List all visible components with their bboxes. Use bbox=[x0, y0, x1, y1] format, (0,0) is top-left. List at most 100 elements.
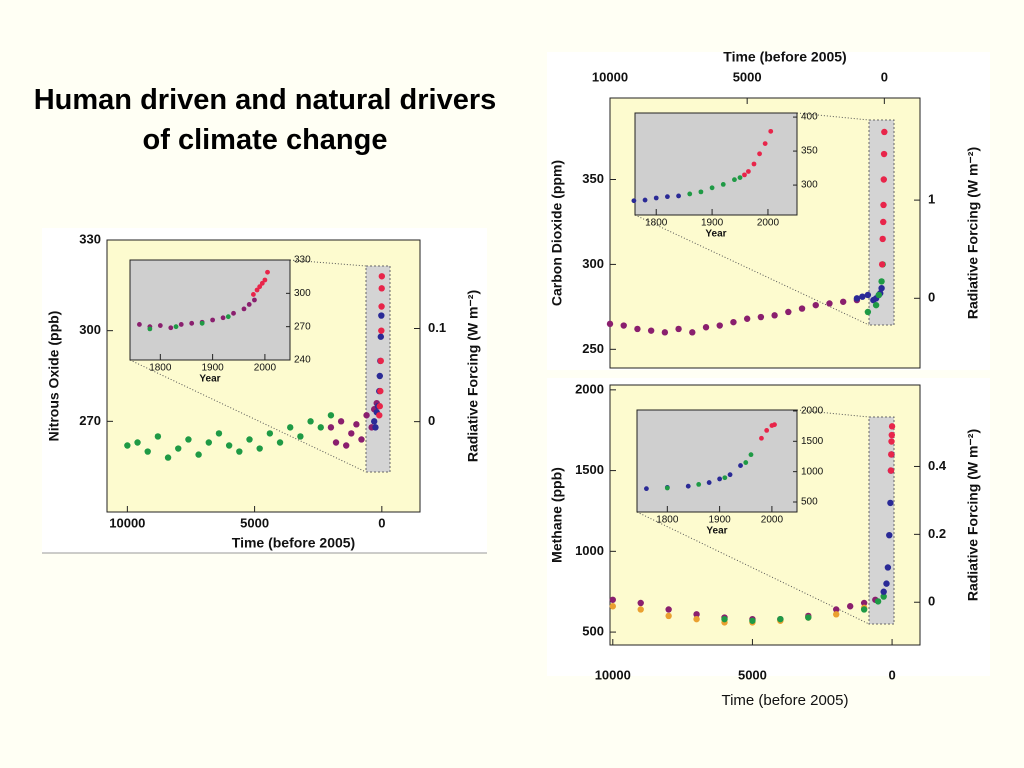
data-point bbox=[372, 424, 379, 431]
data-point bbox=[880, 593, 887, 600]
data-point bbox=[259, 280, 265, 286]
data-point bbox=[644, 486, 649, 492]
data-point bbox=[634, 325, 641, 333]
x-tick-label: 5000 bbox=[733, 69, 762, 84]
data-point bbox=[839, 298, 847, 305]
data-point bbox=[147, 326, 153, 332]
data-point bbox=[875, 291, 883, 299]
data-point bbox=[378, 273, 386, 280]
data-point bbox=[716, 322, 723, 329]
data-point bbox=[743, 460, 749, 465]
data-point bbox=[880, 150, 888, 158]
data-point bbox=[661, 329, 669, 336]
data-point bbox=[337, 418, 345, 425]
zoom-link bbox=[289, 259, 367, 267]
data-point bbox=[266, 430, 274, 437]
data-point bbox=[215, 430, 223, 437]
x-tick-label: 0 bbox=[378, 515, 385, 530]
y-tick-label: 1000 bbox=[801, 466, 824, 477]
data-point bbox=[199, 320, 205, 326]
y-tick-label: 1500 bbox=[575, 462, 604, 477]
data-point bbox=[144, 448, 151, 455]
x-tick-label: 10000 bbox=[109, 515, 145, 530]
y-tick-label: 300 bbox=[582, 256, 604, 271]
data-point bbox=[749, 617, 756, 624]
data-point bbox=[378, 285, 385, 292]
data-point bbox=[664, 485, 670, 491]
data-point bbox=[363, 412, 370, 419]
data-point bbox=[231, 310, 236, 316]
data-point bbox=[878, 278, 885, 285]
data-point bbox=[859, 293, 866, 300]
y-tick-label: 500 bbox=[582, 624, 604, 639]
data-point bbox=[805, 614, 812, 621]
data-point bbox=[720, 182, 726, 187]
data-point bbox=[157, 323, 163, 328]
data-point bbox=[225, 442, 233, 449]
y-axis-label: Methane (ppb) bbox=[549, 467, 565, 563]
y-tick-label: 350 bbox=[582, 171, 604, 186]
data-point bbox=[886, 531, 893, 539]
data-point bbox=[853, 295, 861, 302]
data-point bbox=[717, 476, 723, 482]
x-tick-label: 10000 bbox=[595, 667, 631, 682]
data-point bbox=[759, 435, 764, 441]
data-point bbox=[241, 306, 247, 312]
data-point bbox=[884, 564, 892, 571]
data-point bbox=[653, 195, 659, 201]
y2-axis-label: Radiative Forcing (W m⁻²) bbox=[465, 290, 481, 462]
data-point bbox=[743, 315, 751, 322]
data-point bbox=[887, 499, 894, 507]
data-point bbox=[748, 452, 754, 458]
x-tick-label: 1800 bbox=[149, 363, 172, 374]
data-point bbox=[879, 235, 886, 243]
y2-tick-label: 0 bbox=[928, 290, 935, 305]
data-point bbox=[173, 324, 179, 330]
x-tick-label: 2000 bbox=[757, 218, 780, 229]
x-tick-label: 2000 bbox=[761, 515, 784, 526]
y-tick-label: 2000 bbox=[801, 406, 824, 417]
data-point bbox=[358, 436, 365, 443]
data-point bbox=[833, 606, 840, 613]
data-point bbox=[205, 439, 212, 446]
data-point bbox=[250, 292, 256, 297]
data-point bbox=[164, 454, 172, 461]
data-point bbox=[696, 481, 702, 487]
data-point bbox=[262, 277, 268, 283]
y2-axis-label: Radiative Forcing (W m⁻²) bbox=[965, 429, 981, 601]
data-point bbox=[777, 615, 784, 623]
data-point bbox=[297, 433, 304, 440]
data-point bbox=[377, 357, 385, 365]
data-point bbox=[675, 325, 682, 333]
y2-tick-label: 0.4 bbox=[928, 458, 947, 473]
data-point bbox=[665, 606, 672, 613]
data-point bbox=[888, 451, 895, 458]
title-box: Human driven and natural drivers of clim… bbox=[34, 84, 497, 156]
data-point bbox=[246, 436, 253, 443]
data-point bbox=[236, 448, 243, 455]
x-tick-label: 5000 bbox=[240, 515, 269, 530]
data-point bbox=[846, 603, 854, 610]
y-tick-label: 2000 bbox=[575, 381, 604, 396]
data-point bbox=[757, 313, 765, 321]
x-tick-label: 1900 bbox=[201, 363, 224, 374]
data-point bbox=[225, 314, 231, 320]
data-point bbox=[332, 439, 340, 446]
data-point bbox=[195, 451, 202, 458]
data-point bbox=[864, 308, 872, 316]
y-tick-label: 270 bbox=[79, 413, 101, 428]
x-tick-label: 0 bbox=[888, 667, 895, 682]
data-point bbox=[631, 198, 637, 204]
data-point bbox=[833, 611, 840, 618]
y-tick-label: 330 bbox=[79, 231, 101, 246]
inset-area bbox=[129, 259, 291, 361]
data-point bbox=[757, 151, 762, 157]
zoom-link bbox=[634, 214, 870, 326]
data-point bbox=[377, 387, 384, 395]
data-point bbox=[376, 412, 383, 419]
data-point bbox=[343, 442, 350, 449]
zoom-link bbox=[796, 112, 870, 121]
data-point bbox=[874, 598, 882, 605]
data-point bbox=[888, 438, 895, 445]
x-tick-label: 1900 bbox=[708, 515, 731, 526]
